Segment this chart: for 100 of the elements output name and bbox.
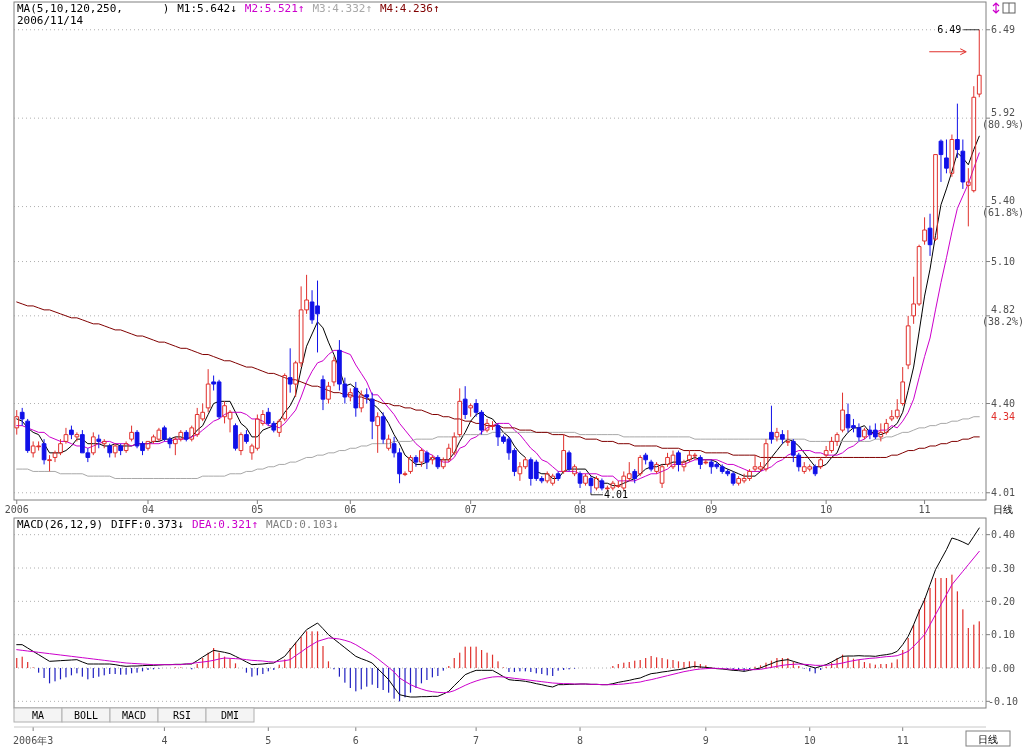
candlestick [408,454,413,475]
candlestick [703,459,709,465]
line-series [16,301,980,458]
candlestick [922,216,927,246]
text: M1:5.642↓ [177,2,237,15]
candlestick [369,392,375,440]
text: 4.34 [990,411,1016,423]
tab: MACD [109,707,159,723]
candlestick [41,438,47,465]
candlestick [905,315,911,370]
candlestick [976,29,982,98]
candlestick [697,454,703,470]
tab: MA [13,707,63,723]
candlestick [862,427,867,440]
text: 2006/11/14 [17,14,84,27]
candlestick [183,429,189,442]
x-tick-label: 10 [803,734,816,746]
candlestick [938,139,944,183]
candlestick [588,475,594,494]
candlestick [205,368,211,413]
candlestick [375,411,381,454]
candlestick [118,443,123,456]
text: M4:4.236↑ [380,2,440,15]
candlestick [812,463,818,477]
candlestick [955,103,960,159]
text: DIFF:0.373↓ [111,518,184,531]
y-tick-label: 5.92 (80.9%) [981,106,1024,130]
x-tick-label: 07 [464,503,477,515]
x-tick-label: 6 [352,734,359,746]
candlestick [900,366,906,407]
candlestick [320,375,326,411]
annotation: 4.01 [603,488,629,500]
text: 日线 [993,504,1013,515]
candlestick [555,470,561,482]
y-tick-label: 0.30 [990,562,1016,574]
x-tick-label: 10 [820,503,833,515]
x-tick-label: 5 [265,734,272,746]
x-tick-label: 2006 [4,503,29,515]
text: DEA:0.321↑ [191,518,259,531]
y-tick-label: 4.01 [990,487,1016,499]
x-tick-label: 04 [141,503,155,515]
candlestick [358,389,364,413]
y-tick-label: -0.10 [987,695,1019,707]
candlestick [577,470,583,489]
x-tick-label: 7 [473,734,480,746]
candlestick [457,387,463,438]
candlestick [129,425,134,442]
candlestick [96,434,102,449]
x-tick-label: 09 [705,503,718,515]
candlestick [331,356,337,387]
candlestick [769,405,774,445]
candlestick [90,431,96,456]
tab: DMI [205,707,255,723]
candlestick [944,139,949,174]
x-tick-label: 06 [344,503,357,515]
y-tick-label: 6.49 [990,24,1016,36]
candlestick [818,456,824,470]
y-tick-label: 4.82 (38.2%) [981,304,1024,328]
candlestick [774,427,780,442]
text: M3:4.332↑ [312,2,373,15]
candlestick [632,468,638,484]
candlestick [566,450,572,472]
candlestick [840,392,845,433]
x-tick-label: 8 [577,734,584,746]
candlestick [74,431,80,442]
candlestick [643,452,649,465]
y-tick-label: 0.10 [990,629,1016,641]
candlestick [364,387,370,405]
y-tick-label: 0.40 [990,529,1016,541]
candlestick [594,475,599,491]
candlestick [785,429,791,447]
candlestick [353,381,359,418]
candlestick [681,459,687,472]
candlestick [14,409,20,436]
candlestick [47,454,52,472]
annotation: MACD:0.103↓ [266,518,339,531]
candlestick [648,459,654,472]
candlestick [69,425,74,440]
candlestick [326,381,331,405]
y-tick-label: 0.20 [990,595,1016,607]
candlestick [63,427,69,445]
candlestick [238,431,244,456]
tab: RSI [157,707,207,723]
candlestick [468,403,474,418]
button: 日线 [965,730,1011,747]
line-series [16,550,980,694]
x-tick-label: 9 [702,734,709,746]
candlestick [430,454,435,465]
candlestick [435,454,441,470]
x-tick-label: 2006年3 [13,734,54,746]
candlestick [19,407,25,427]
x-tick-label: 05 [251,503,264,515]
line-series [16,416,980,479]
candlestick [419,447,424,468]
candlestick [413,454,419,468]
candlestick [637,454,643,477]
text: M2:5.521↑ [244,2,305,15]
candlestick [386,434,391,452]
candlestick [933,154,938,242]
candlestick [676,450,681,472]
